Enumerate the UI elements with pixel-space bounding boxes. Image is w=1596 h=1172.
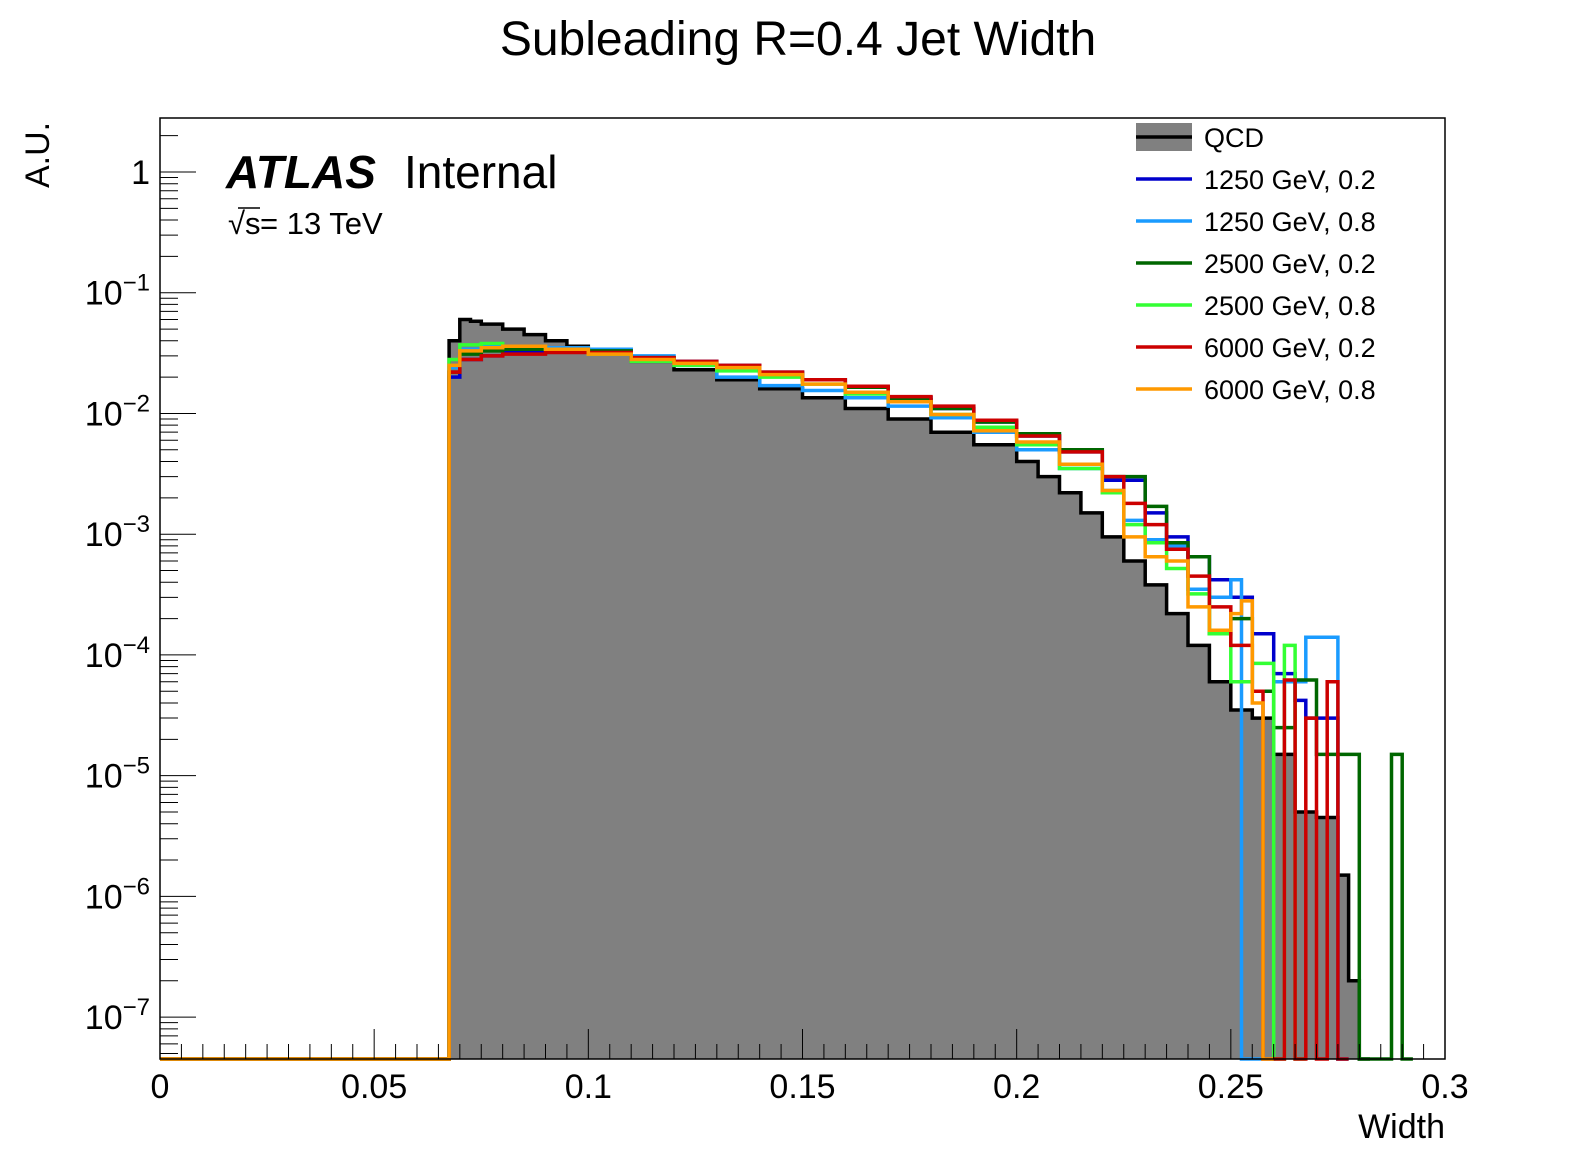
legend-label: 1250 GeV, 0.8 [1204, 207, 1376, 237]
legend-entry-2500-gev-0-8: 2500 GeV, 0.8 [1136, 291, 1376, 321]
y-tick-label: 10−1 [85, 270, 150, 313]
y-tick-label: 10−4 [85, 632, 150, 675]
legend-label: 1250 GeV, 0.2 [1204, 165, 1376, 195]
legend-label: 6000 GeV, 0.2 [1204, 333, 1376, 363]
y-tick-label: 10−5 [85, 753, 150, 796]
legend-entry-1250-gev-0-8: 1250 GeV, 0.8 [1136, 207, 1376, 237]
y-tick-label: 10−2 [85, 390, 150, 433]
legend-entry-1250-gev-0-2: 1250 GeV, 0.2 [1136, 165, 1376, 195]
series-fill-qcd [160, 319, 1370, 1059]
x-axis-label: Width [1358, 1108, 1445, 1146]
x-tick-label: 0.25 [1198, 1068, 1264, 1106]
y-axis-label: A.U. [19, 122, 57, 188]
legend: QCD 1250 GeV, 0.2 1250 GeV, 0.8 2500 GeV, 0… [1136, 123, 1376, 405]
series-line-6000-gev-0-2 [160, 350, 1349, 1061]
x-tick-label: 0 [151, 1068, 170, 1106]
legend-label: 6000 GeV, 0.8 [1204, 375, 1376, 405]
legend-entry-6000-gev-0-8: 6000 GeV, 0.8 [1136, 375, 1376, 405]
legend-label: 2500 GeV, 0.2 [1204, 249, 1376, 279]
chart-title: Subleading R=0.4 Jet Width [500, 13, 1096, 66]
x-tick-label: 0.2 [993, 1068, 1040, 1106]
legend-label: QCD [1204, 123, 1264, 153]
x-tick-label: 0.1 [565, 1068, 612, 1106]
energy-label: = 13 TeV [260, 206, 383, 241]
legend-entry-6000-gev-0-2: 6000 GeV, 0.2 [1136, 333, 1376, 363]
atlas-experiment: ATLAS [225, 146, 376, 198]
series-line-6000-gev-0-8 [160, 344, 1274, 1061]
y-tick-label: 1 [131, 154, 150, 192]
atlas-status: Internal [404, 146, 557, 198]
x-tick-label: 0.05 [341, 1068, 407, 1106]
legend-entry-2500-gev-0-2: 2500 GeV, 0.2 [1136, 249, 1376, 279]
legend-label: 2500 GeV, 0.8 [1204, 291, 1376, 321]
x-tick-label: 0.15 [769, 1068, 835, 1106]
series-layer [160, 317, 1413, 1061]
x-tick-label: 0.3 [1421, 1068, 1468, 1106]
atlas-label: ATLAS Internal √s = 13 TeV [225, 146, 557, 241]
legend-entry-qcd: QCD [1136, 123, 1264, 153]
y-tick-label: 10−7 [85, 994, 150, 1037]
y-tick-label: 10−3 [85, 511, 150, 554]
y-tick-label: 10−6 [85, 873, 150, 916]
energy-sqrt: √s [228, 206, 261, 241]
